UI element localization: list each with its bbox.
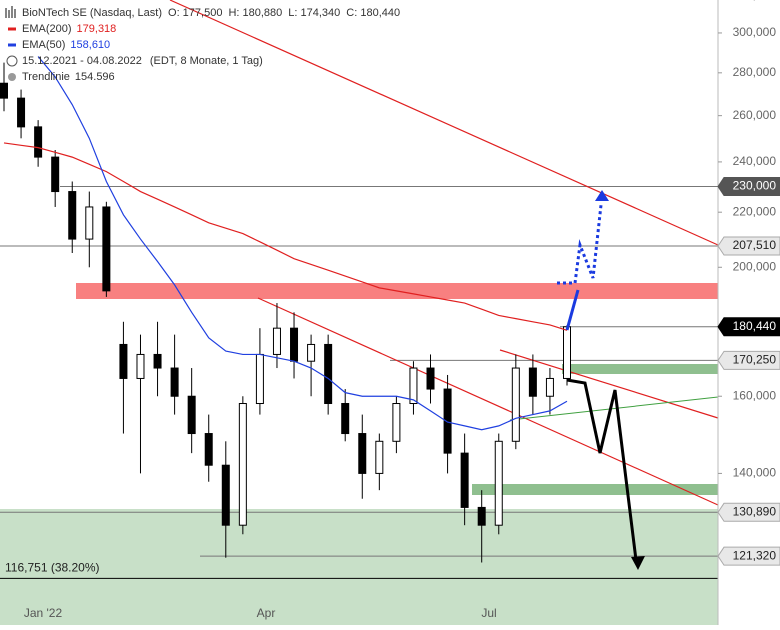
candle-body	[494, 440, 503, 526]
candle-body	[153, 353, 162, 369]
level-box	[717, 317, 780, 337]
ohlc: C: 180,440	[346, 7, 400, 19]
candle-body	[272, 327, 281, 355]
level-label: 207,510	[733, 238, 777, 252]
x-tick-label: Jan '22	[24, 606, 63, 620]
candle-body	[392, 403, 401, 442]
candle-body	[102, 206, 111, 292]
candle-body	[426, 367, 435, 390]
level-label: 170,250	[733, 353, 777, 367]
x-tick-label: Jul	[481, 606, 496, 620]
support-zone	[0, 509, 718, 625]
level-box	[717, 177, 780, 197]
ohlc: L: 174,340	[288, 7, 340, 19]
ema-line	[37, 56, 568, 431]
scenario-arrow	[565, 289, 580, 331]
x-tick-label: Apr	[257, 606, 276, 620]
legend-name: EMA(200)	[22, 23, 72, 35]
y-tick-label: 240,000	[733, 154, 777, 168]
icon	[5, 6, 16, 18]
candle-body	[324, 343, 333, 405]
ohlc: O: 177,500	[168, 7, 222, 19]
candle-body	[255, 353, 264, 405]
candle-body	[443, 388, 452, 454]
legend-entry: EMA(50) 158,610	[22, 39, 110, 51]
trend-line	[169, 0, 719, 246]
level-label: 180,440	[733, 319, 777, 333]
candle-body	[119, 343, 128, 379]
ohlc: H: 180,880	[228, 7, 282, 19]
trendline-value: 154.596	[75, 71, 115, 83]
level-box	[717, 502, 780, 522]
support-zone-small	[562, 364, 718, 374]
period-info: (EDT, 8 Monate, 1 Tag)	[150, 55, 263, 67]
y-tick-label: 260,000	[733, 108, 777, 122]
candle-body	[170, 367, 179, 397]
trend-line	[257, 297, 719, 506]
ema-line	[3, 142, 568, 331]
candle-body	[545, 377, 554, 397]
level-box	[717, 546, 780, 566]
candle-body	[51, 156, 60, 193]
y-tick-label: 300,000	[733, 25, 777, 39]
trendline-legend: Trendlinie 154.596	[22, 71, 115, 83]
support-zone-small	[472, 484, 718, 495]
candle-body	[563, 326, 571, 379]
level-label: 121,320	[733, 548, 777, 562]
candle-body	[17, 97, 26, 128]
trend-line	[509, 396, 719, 421]
candle-body	[290, 327, 299, 362]
candle-body	[85, 206, 94, 240]
candle-body	[34, 126, 43, 158]
candle-body	[0, 82, 8, 99]
candle-body	[511, 367, 520, 442]
candle-body	[358, 433, 367, 474]
y-tick-label: 140,000	[733, 466, 777, 480]
icon	[6, 55, 18, 67]
y-tick-label: 200,000	[733, 259, 777, 273]
arrow-head	[595, 190, 609, 201]
candle-body	[68, 191, 77, 240]
y-tick-label: 320,000	[733, 0, 777, 2]
level-box	[717, 236, 780, 256]
period-range: 15.12.2021 - 04.08.2022	[22, 55, 142, 67]
candle-body	[307, 343, 316, 362]
y-tick-label: 280,000	[733, 65, 777, 79]
level-box	[717, 350, 780, 370]
arrow-head	[631, 556, 645, 570]
candle-body	[136, 353, 145, 379]
candle-body	[221, 464, 230, 526]
candle-body	[341, 403, 350, 435]
legend-entry: EMA(200) 179,318	[22, 23, 116, 35]
level-label: 230,000	[733, 179, 777, 193]
header: BioNTech SE (Nasdaq, Last) O: 177,500 H: 1…	[5, 6, 400, 83]
legend-value: 158,610	[70, 39, 110, 51]
candle-body	[375, 440, 384, 474]
scenario-arrow	[566, 378, 638, 561]
scenario-arrow	[557, 204, 603, 285]
legend-name: EMA(50)	[22, 39, 65, 51]
fib-label: 116,751 (38.20%)	[5, 561, 100, 575]
candle-body	[409, 367, 418, 405]
candle-body	[238, 403, 247, 526]
trend-line	[499, 349, 719, 419]
period: 15.12.2021 - 04.08.2022 (EDT, 8 Monate, 1…	[22, 55, 263, 67]
y-tick-label: 160,000	[733, 388, 777, 402]
y-tick-label: 220,000	[733, 204, 777, 218]
candle-body	[528, 367, 537, 397]
candle-body	[204, 433, 213, 466]
icon	[8, 73, 16, 81]
level-label: 130,890	[733, 504, 777, 518]
candle-body	[187, 395, 196, 435]
title-text: BioNTech SE (Nasdaq, Last)	[22, 7, 162, 19]
trendline-name: Trendlinie	[22, 71, 70, 83]
legend-value: 179,318	[77, 23, 117, 35]
title: BioNTech SE (Nasdaq, Last) O: 177,500 H: 1…	[22, 7, 400, 19]
candle-body	[460, 452, 469, 508]
candle-body	[477, 506, 486, 526]
